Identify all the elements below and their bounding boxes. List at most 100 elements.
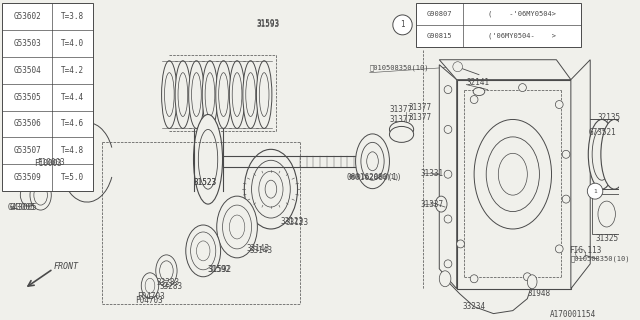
Circle shape	[393, 15, 412, 35]
Polygon shape	[439, 60, 571, 80]
Circle shape	[470, 96, 478, 104]
Text: 060162080(1): 060162080(1)	[348, 174, 399, 180]
Text: 31325: 31325	[595, 235, 618, 244]
Text: F10003: F10003	[34, 159, 61, 168]
Ellipse shape	[43, 158, 64, 188]
Ellipse shape	[198, 129, 218, 189]
Circle shape	[518, 84, 526, 92]
Ellipse shape	[191, 232, 216, 270]
Text: Ⓑ010508350(10): Ⓑ010508350(10)	[571, 256, 630, 262]
Text: 32135: 32135	[598, 113, 621, 122]
Ellipse shape	[486, 137, 540, 212]
Ellipse shape	[473, 88, 484, 96]
Text: 31593: 31593	[257, 20, 280, 28]
Ellipse shape	[191, 73, 201, 116]
Text: 33123: 33123	[285, 218, 308, 227]
Text: 31592: 31592	[208, 265, 231, 274]
Ellipse shape	[205, 73, 215, 116]
Text: G53509: G53509	[13, 173, 41, 182]
Text: 31593: 31593	[257, 20, 280, 29]
Text: 32141: 32141	[467, 78, 490, 87]
Polygon shape	[439, 65, 457, 289]
Circle shape	[444, 260, 452, 268]
Ellipse shape	[196, 241, 210, 261]
Ellipse shape	[243, 61, 259, 128]
Ellipse shape	[435, 196, 447, 212]
Text: 31377: 31377	[408, 113, 431, 122]
Ellipse shape	[219, 73, 228, 116]
Circle shape	[470, 275, 478, 283]
Ellipse shape	[588, 119, 616, 189]
Ellipse shape	[454, 63, 461, 71]
Text: T=4.0: T=4.0	[61, 39, 84, 48]
Text: G53505: G53505	[13, 92, 41, 101]
Text: 31592: 31592	[207, 265, 230, 274]
Text: 31948: 31948	[527, 289, 550, 298]
Circle shape	[576, 249, 586, 259]
Text: G53507: G53507	[13, 146, 41, 155]
Polygon shape	[571, 60, 590, 289]
Ellipse shape	[356, 134, 390, 189]
Text: T=4.2: T=4.2	[61, 66, 84, 75]
Text: (    -'06MY0504>: ( -'06MY0504>	[488, 11, 556, 17]
Text: F04703: F04703	[138, 292, 165, 301]
Circle shape	[556, 100, 563, 108]
Text: 33283: 33283	[159, 282, 183, 291]
Ellipse shape	[390, 122, 413, 137]
Text: 31523: 31523	[193, 178, 217, 187]
Text: 33283: 33283	[157, 278, 180, 287]
Circle shape	[588, 183, 603, 199]
Text: 31377: 31377	[390, 115, 413, 124]
Ellipse shape	[259, 171, 283, 207]
Text: F10003: F10003	[36, 158, 65, 167]
Ellipse shape	[164, 73, 174, 116]
Text: ('06MY0504-    >: ('06MY0504- >	[488, 33, 556, 39]
Ellipse shape	[257, 61, 272, 128]
Ellipse shape	[232, 73, 242, 116]
Text: G43005: G43005	[10, 203, 37, 212]
Ellipse shape	[217, 196, 257, 258]
Text: 060162080(1): 060162080(1)	[346, 173, 402, 182]
Ellipse shape	[159, 261, 173, 281]
Ellipse shape	[193, 115, 223, 204]
Ellipse shape	[244, 149, 298, 229]
Circle shape	[444, 215, 452, 223]
Ellipse shape	[577, 250, 584, 258]
Text: 1: 1	[593, 189, 597, 194]
Ellipse shape	[259, 73, 269, 116]
Bar	[592, 194, 621, 234]
Ellipse shape	[361, 142, 384, 180]
Ellipse shape	[47, 164, 60, 182]
Ellipse shape	[161, 61, 177, 128]
Ellipse shape	[186, 225, 221, 277]
Ellipse shape	[598, 201, 616, 227]
Ellipse shape	[156, 255, 177, 287]
Ellipse shape	[246, 73, 255, 116]
Ellipse shape	[20, 184, 38, 206]
Ellipse shape	[229, 61, 244, 128]
Text: T=4.4: T=4.4	[61, 92, 84, 101]
Text: G53504: G53504	[13, 66, 41, 75]
Ellipse shape	[229, 215, 244, 239]
Ellipse shape	[439, 271, 451, 287]
Circle shape	[556, 245, 563, 253]
Ellipse shape	[474, 119, 552, 229]
Bar	[416, 3, 580, 47]
Text: F04703: F04703	[136, 296, 163, 305]
Ellipse shape	[252, 160, 291, 218]
Ellipse shape	[592, 128, 611, 180]
Text: G73521: G73521	[588, 128, 616, 137]
Text: 31523: 31523	[193, 178, 217, 187]
Text: T=3.8: T=3.8	[61, 12, 84, 21]
Ellipse shape	[265, 180, 276, 198]
Ellipse shape	[223, 205, 252, 249]
Ellipse shape	[178, 73, 188, 116]
Circle shape	[524, 273, 531, 281]
Ellipse shape	[367, 152, 378, 171]
Circle shape	[562, 195, 570, 203]
Ellipse shape	[141, 273, 159, 299]
Text: A170001154: A170001154	[550, 310, 596, 319]
Text: 33234: 33234	[463, 302, 486, 311]
Circle shape	[444, 170, 452, 178]
Text: G90815: G90815	[426, 33, 452, 39]
